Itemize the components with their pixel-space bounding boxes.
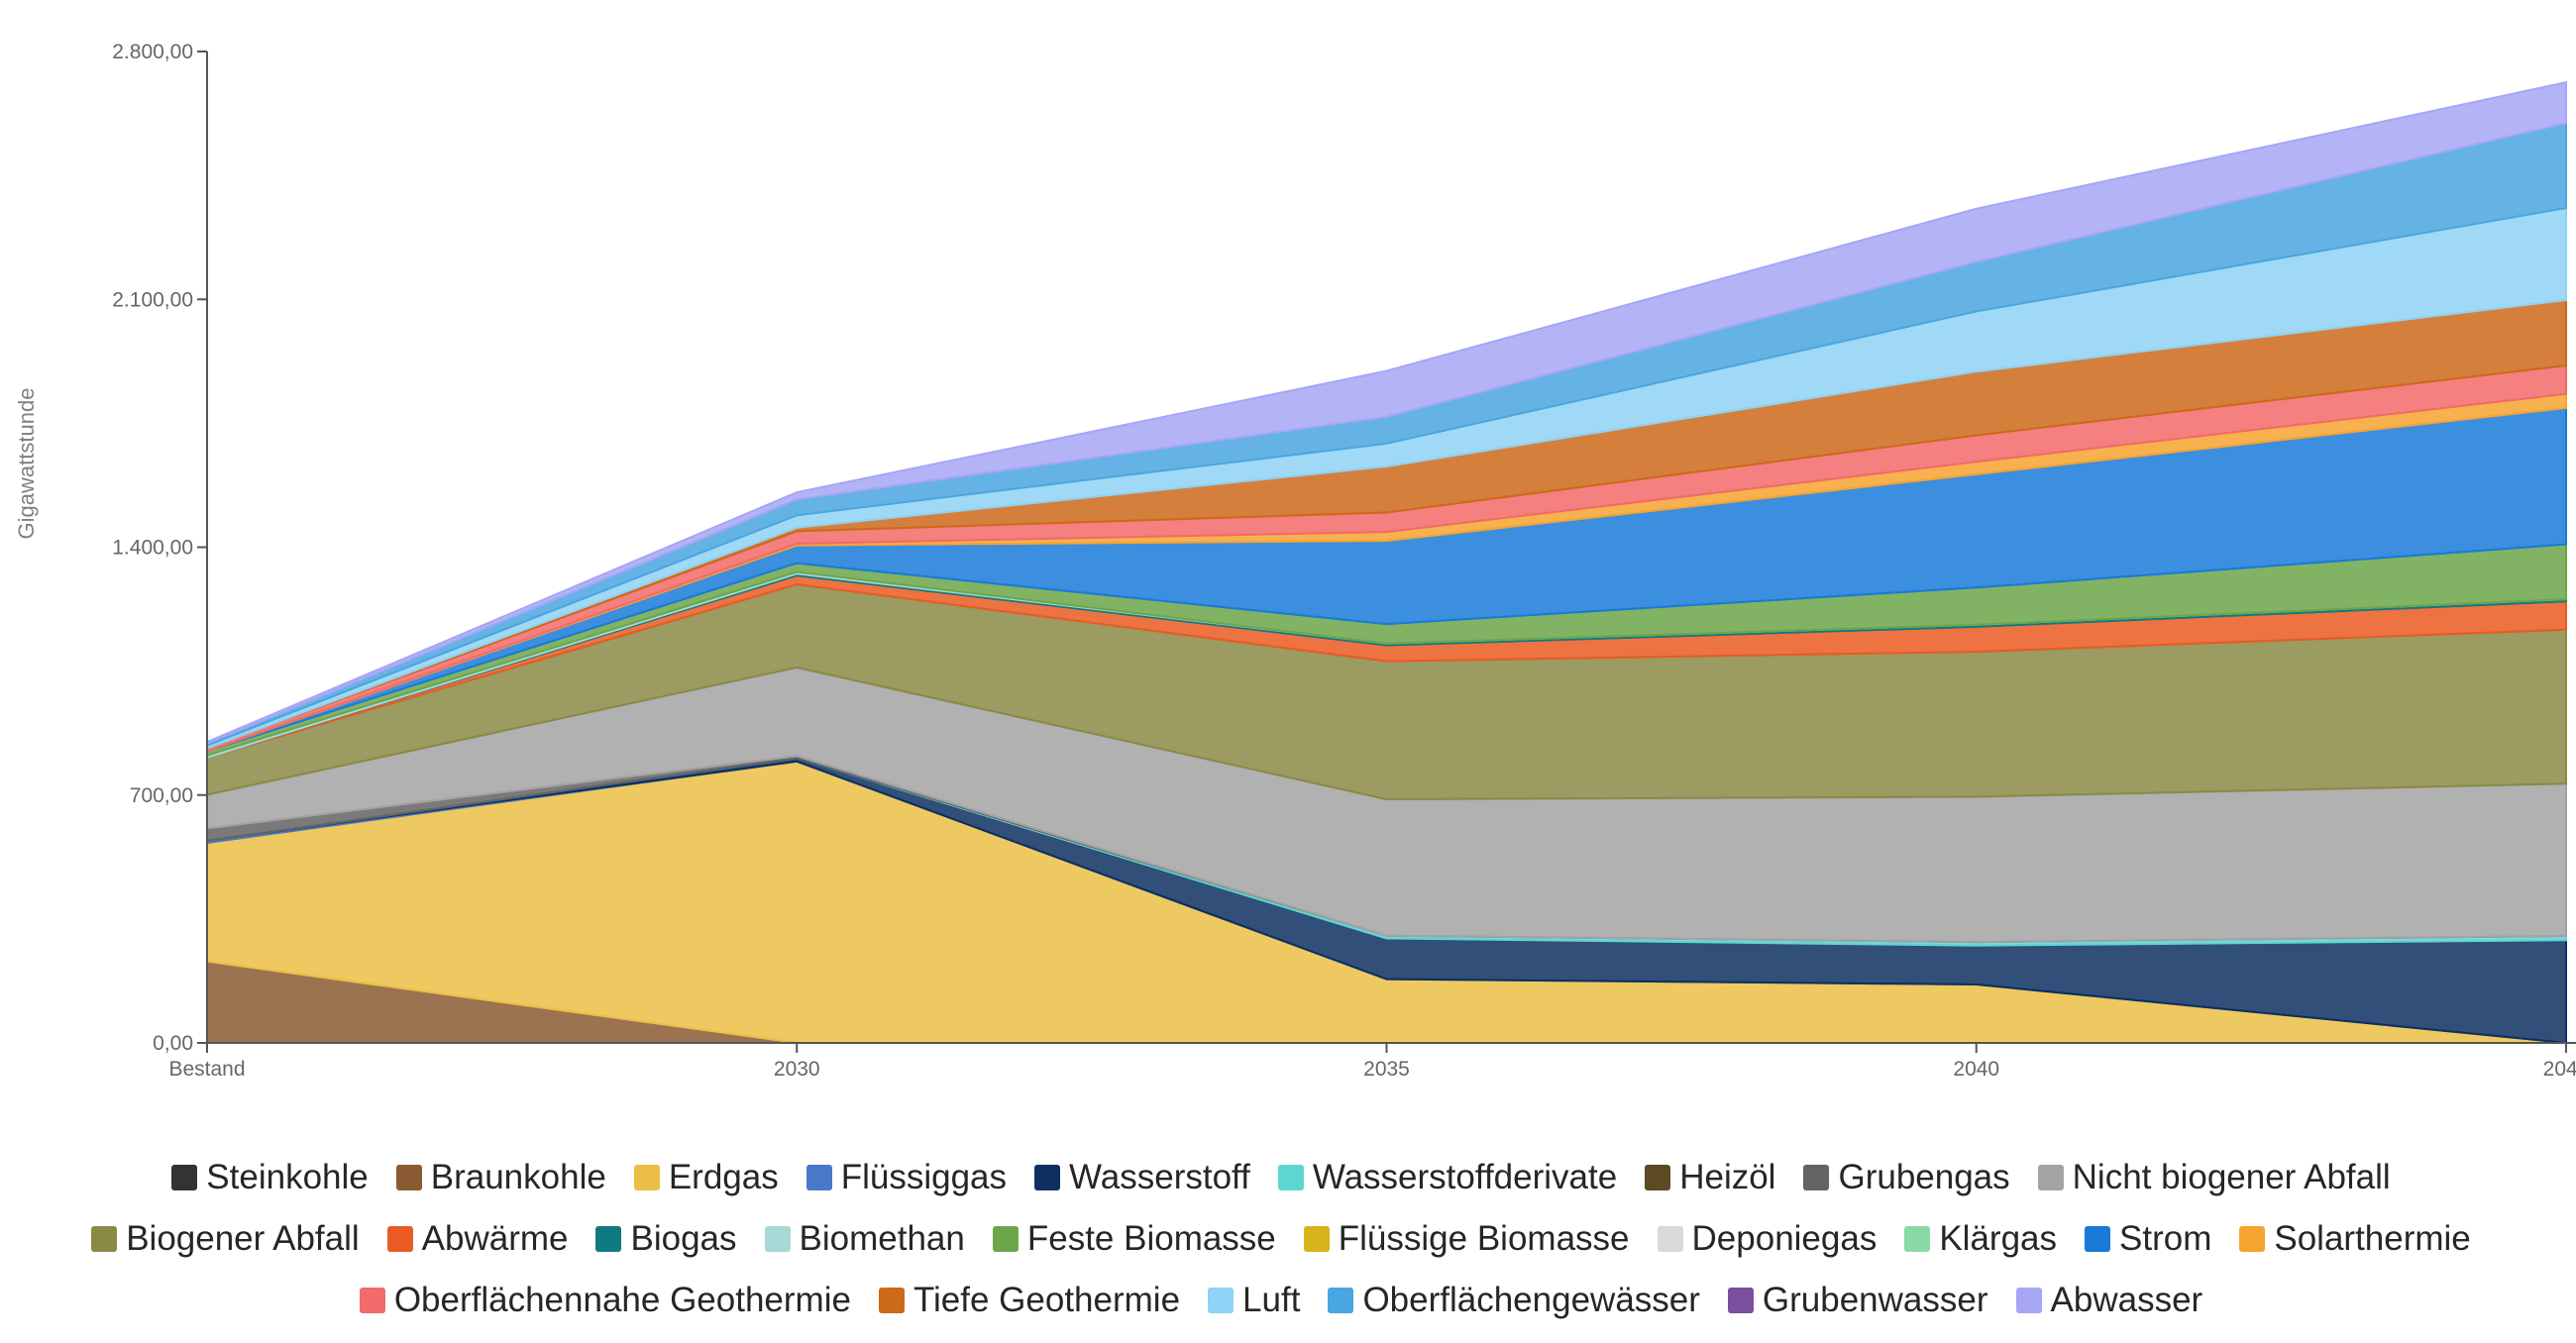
legend-item[interactable]: Abwärme — [386, 1215, 569, 1263]
areas-layer — [206, 80, 2567, 1045]
legend-label: Heizöl — [1679, 1158, 1776, 1196]
legend-item[interactable]: Erdgas — [633, 1154, 779, 1201]
legend-label: Steinkohle — [206, 1158, 369, 1196]
legend-swatch — [1303, 1226, 1330, 1252]
legend-item[interactable]: Steinkohle — [171, 1154, 369, 1201]
legend-item[interactable]: Biogener Abfall — [91, 1215, 360, 1263]
legend-swatch — [2037, 1165, 2064, 1190]
legend-swatch — [1803, 1165, 1830, 1190]
x-tick-label: 2030 — [774, 1058, 820, 1081]
legend-label: Oberflächennahe Geothermie — [393, 1281, 851, 1319]
legend-swatch — [878, 1288, 905, 1313]
legend-swatch — [1904, 1226, 1931, 1252]
legend-label: Braunkohle — [430, 1158, 606, 1196]
legend-swatch — [1657, 1226, 1683, 1252]
legend-swatch — [764, 1226, 791, 1252]
legend-swatch — [359, 1288, 385, 1313]
y-axis-title: Gigawattstunde — [14, 388, 39, 540]
legend-label: Deponiegas — [1691, 1219, 1878, 1258]
legend-swatch — [171, 1165, 198, 1190]
legend-item[interactable]: Solarthermie — [2239, 1215, 2471, 1263]
legend-swatch — [386, 1226, 413, 1252]
legend-swatch — [595, 1226, 622, 1252]
x-tick-label: 2040 — [1953, 1058, 1999, 1081]
legend-item[interactable]: Klärgas — [1904, 1215, 2057, 1263]
legend-label: Biogas — [630, 1219, 737, 1258]
legend-label: Klärgas — [1939, 1219, 2057, 1258]
legend-item[interactable]: Flüssige Biomasse — [1303, 1215, 1630, 1263]
legend-label: Erdgas — [668, 1158, 779, 1196]
legend-swatch — [633, 1165, 660, 1190]
legend-item[interactable]: Deponiegas — [1657, 1215, 1878, 1263]
legend-item[interactable]: Feste Biomasse — [992, 1215, 1276, 1263]
legend-label: Wasserstoffderivate — [1312, 1158, 1618, 1196]
legend-swatch — [2015, 1288, 2042, 1313]
legend-swatch — [2085, 1226, 2110, 1252]
y-tick-label: 0,00 — [153, 1032, 193, 1055]
legend-item[interactable]: Nicht biogener Abfall — [2037, 1154, 2391, 1201]
legend-label: Nicht biogener Abfall — [2072, 1158, 2391, 1196]
y-tick-label: 700,00 — [130, 784, 193, 807]
legend-item[interactable]: Tiefe Geothermie — [878, 1277, 1181, 1324]
legend-label: Flüssiggas — [840, 1158, 1008, 1196]
legend-label: Abwärme — [421, 1219, 569, 1258]
legend-item[interactable]: Flüssiggas — [805, 1154, 1008, 1201]
legend-item[interactable]: Luft — [1208, 1277, 1300, 1324]
legend-label: Oberflächengewässer — [1362, 1281, 1700, 1319]
legend-item[interactable]: Wasserstoff — [1034, 1154, 1250, 1201]
legend-swatch — [1645, 1165, 1671, 1190]
y-tick-label: 2.800,00 — [112, 41, 193, 63]
legend-label: Tiefe Geothermie — [912, 1281, 1181, 1319]
legend-swatch — [2239, 1226, 2266, 1252]
legend-swatch — [805, 1165, 832, 1190]
legend-item[interactable]: Grubenwasser — [1727, 1277, 1988, 1324]
axes-layer: 0,00 700,00 1.400,00 2.100,00 2.800,00 Bestan… — [112, 41, 2576, 1081]
x-tick-label: 2035 — [1363, 1058, 1410, 1081]
legend-item[interactable]: Biogas — [595, 1215, 737, 1263]
legend-item[interactable]: Oberflächennahe Geothermie — [359, 1277, 851, 1324]
legend-swatch — [1727, 1288, 1754, 1313]
legend-item[interactable]: Oberflächengewässer — [1328, 1277, 1700, 1324]
legend-swatch — [1034, 1165, 1061, 1190]
legend-item[interactable]: Braunkohle — [395, 1154, 606, 1201]
legend-label: Grubengas — [1838, 1158, 2010, 1196]
legend-swatch — [1328, 1288, 1354, 1313]
legend-swatch — [1208, 1288, 1234, 1313]
legend-swatch — [395, 1165, 422, 1190]
x-tick-label: Bestand — [168, 1058, 245, 1081]
legend-label: Biomethan — [799, 1219, 965, 1258]
legend-label: Feste Biomasse — [1026, 1219, 1276, 1258]
legend-label: Wasserstoff — [1069, 1158, 1250, 1196]
x-tick-label: 2045 — [2543, 1058, 2576, 1081]
legend-item[interactable]: Heizöl — [1645, 1154, 1775, 1201]
area-abwasser — [206, 80, 2567, 746]
legend-swatch — [1277, 1165, 1304, 1190]
legend-label: Strom — [2119, 1219, 2212, 1258]
legend-swatch — [992, 1226, 1019, 1252]
legend-item[interactable]: Grubengas — [1803, 1154, 2010, 1201]
legend-label: Flüssige Biomasse — [1338, 1219, 1630, 1258]
legend-item[interactable]: Strom — [2085, 1215, 2211, 1263]
legend-label: Grubenwasser — [1762, 1281, 1988, 1319]
legend-label: Abwasser — [2050, 1281, 2203, 1319]
legend-label: Solarthermie — [2274, 1219, 2471, 1258]
legend-label: Biogener Abfall — [126, 1219, 360, 1258]
legend-item[interactable]: Abwasser — [2015, 1277, 2203, 1324]
legend-item[interactable]: Wasserstoffderivate — [1277, 1154, 1618, 1201]
legend-label: Luft — [1242, 1281, 1301, 1319]
legend: Steinkohle Braunkohle Erdgas Flüssiggas Wass… — [0, 1154, 2576, 1324]
y-tick-label: 1.400,00 — [112, 537, 193, 560]
stacked-area-chart: 0,00 700,00 1.400,00 2.100,00 2.800,00 Bestan… — [14, 41, 2576, 1081]
y-tick-label: 2.100,00 — [112, 288, 193, 311]
legend-swatch — [91, 1226, 118, 1252]
legend-item[interactable]: Biomethan — [764, 1215, 965, 1263]
